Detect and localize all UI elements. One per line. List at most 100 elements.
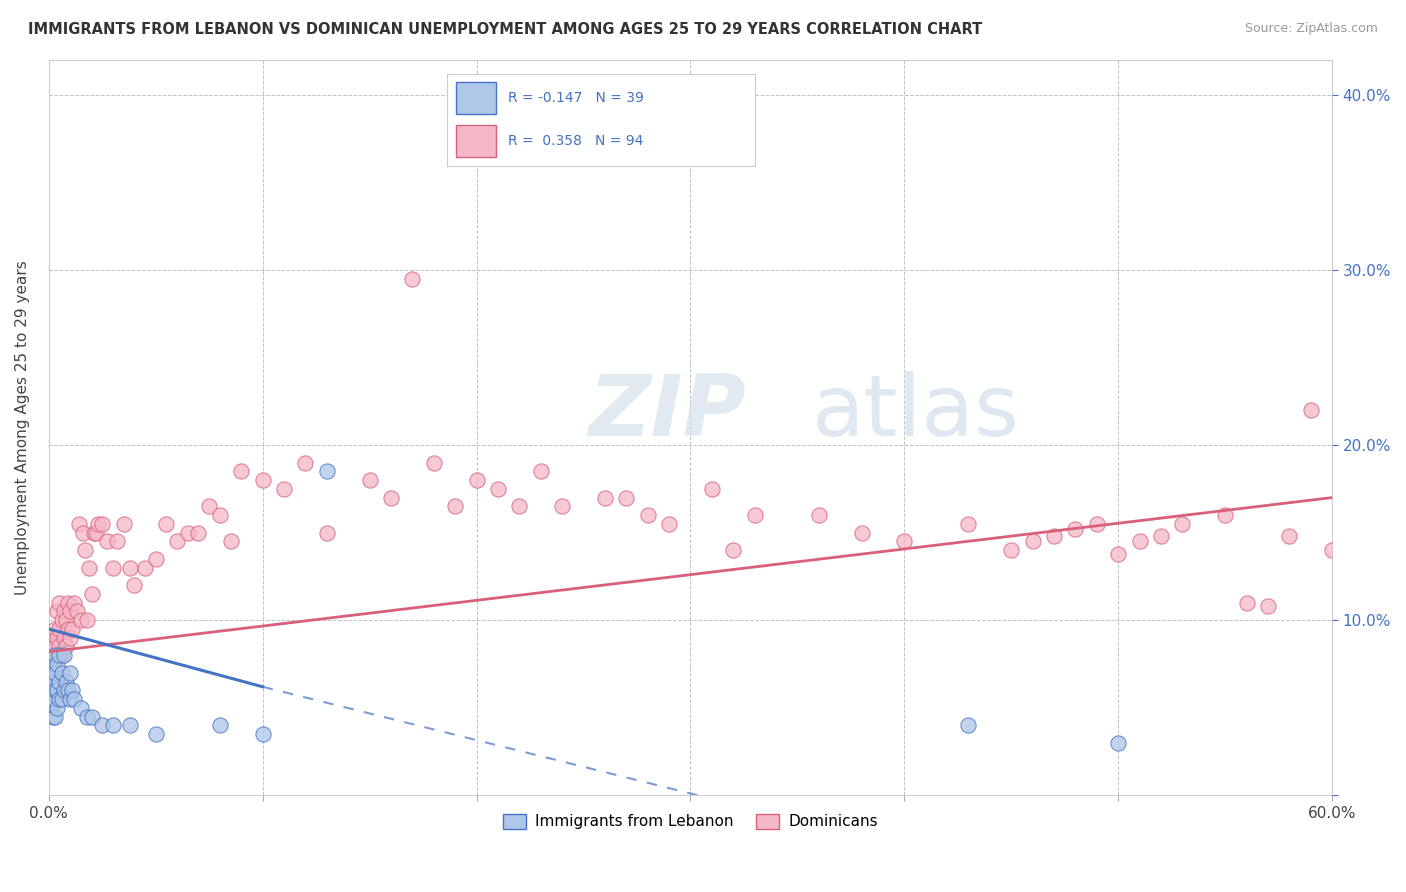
Point: [44, 657, 66, 671]
Point: [44, 683, 66, 698]
Point: [48, 648, 70, 663]
Point: [401, 271, 423, 285]
Point: [46, 604, 69, 618]
Legend: Immigrants from Lebanon, Dominicans: Immigrants from Lebanon, Dominicans: [496, 808, 884, 836]
Point: [1107, 547, 1129, 561]
Point: [134, 560, 156, 574]
Point: [273, 482, 295, 496]
Point: [96, 534, 118, 549]
Point: [69, 700, 91, 714]
Point: [101, 560, 124, 574]
Point: [84, 525, 107, 540]
Point: [55, 613, 77, 627]
Point: [44, 622, 66, 636]
Point: [55, 640, 77, 654]
Point: [530, 464, 553, 478]
Point: [187, 525, 209, 540]
Text: ZIP: ZIP: [588, 371, 745, 454]
Point: [52, 648, 75, 663]
Point: [80, 587, 103, 601]
Point: [721, 543, 744, 558]
Point: [60, 683, 83, 698]
Point: [851, 525, 873, 540]
Point: [155, 516, 177, 531]
Point: [219, 534, 242, 549]
Point: [1171, 516, 1194, 531]
Y-axis label: Unemployment Among Ages 25 to 29 years: Unemployment Among Ages 25 to 29 years: [15, 260, 30, 595]
Point: [42, 692, 65, 706]
Point: [124, 578, 146, 592]
Point: [1000, 543, 1022, 558]
Point: [39, 683, 62, 698]
Point: [46, 631, 69, 645]
Point: [46, 648, 69, 663]
Point: [444, 500, 467, 514]
Point: [315, 525, 337, 540]
Point: [76, 709, 98, 723]
Point: [51, 692, 73, 706]
Point: [80, 709, 103, 723]
Point: [177, 525, 200, 540]
Point: [208, 718, 231, 732]
Point: [67, 516, 90, 531]
Point: [1236, 596, 1258, 610]
Point: [48, 692, 70, 706]
Point: [1021, 534, 1043, 549]
Point: [744, 508, 766, 522]
Point: [63, 596, 86, 610]
Point: [893, 534, 915, 549]
Point: [42, 631, 65, 645]
Point: [91, 718, 114, 732]
Point: [39, 640, 62, 654]
Point: [51, 613, 73, 627]
Point: [44, 665, 66, 680]
Point: [166, 534, 188, 549]
Point: [294, 456, 316, 470]
Point: [79, 560, 101, 574]
Point: [60, 622, 83, 636]
Point: [52, 683, 75, 698]
Point: [1150, 529, 1173, 543]
Point: [46, 700, 69, 714]
Point: [118, 560, 141, 574]
Point: [44, 640, 66, 654]
Point: [51, 665, 73, 680]
Point: [1278, 529, 1301, 543]
Point: [112, 516, 135, 531]
Point: [59, 692, 82, 706]
Point: [91, 516, 114, 531]
Point: [52, 631, 75, 645]
Point: [1299, 403, 1322, 417]
Point: [42, 674, 65, 689]
Point: [1107, 736, 1129, 750]
Point: [508, 500, 530, 514]
Point: [614, 491, 637, 505]
Point: [52, 604, 75, 618]
Point: [48, 640, 70, 654]
Point: [63, 692, 86, 706]
Point: [658, 516, 681, 531]
Point: [422, 456, 444, 470]
Point: [59, 665, 82, 680]
Point: [1213, 508, 1236, 522]
Point: [700, 482, 723, 496]
Point: [465, 473, 488, 487]
Point: [51, 648, 73, 663]
Point: [83, 525, 105, 540]
Point: [44, 648, 66, 663]
Point: [56, 683, 79, 698]
Point: [42, 648, 65, 663]
Point: [59, 631, 82, 645]
Point: [59, 604, 82, 618]
Point: [48, 622, 70, 636]
Point: [65, 604, 87, 618]
Point: [39, 665, 62, 680]
Point: [105, 534, 128, 549]
Point: [593, 491, 616, 505]
Point: [55, 674, 77, 689]
Point: [957, 516, 980, 531]
Point: [380, 491, 402, 505]
Point: [1085, 516, 1108, 531]
Point: [315, 464, 337, 478]
Point: [1320, 543, 1343, 558]
